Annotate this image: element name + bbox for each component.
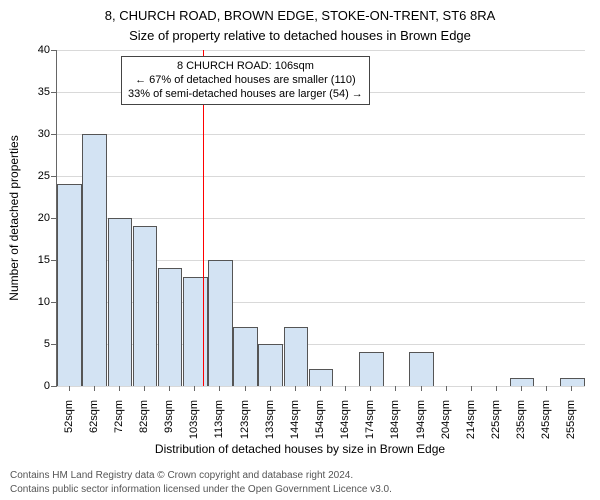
- x-tick: [571, 386, 572, 391]
- x-tick-label: 245sqm: [540, 400, 552, 450]
- histogram-bar: [258, 344, 283, 386]
- x-tick: [521, 386, 522, 391]
- histogram-bar: [183, 277, 208, 386]
- x-tick: [345, 386, 346, 391]
- callout-line1: 8 CHURCH ROAD: 106sqm: [128, 60, 363, 74]
- x-tick-label: 113sqm: [213, 400, 225, 450]
- x-tick: [395, 386, 396, 391]
- x-tick: [94, 386, 95, 391]
- x-tick-label: 82sqm: [138, 400, 150, 450]
- x-tick: [295, 386, 296, 391]
- x-tick-label: 214sqm: [465, 400, 477, 450]
- x-tick-label: 133sqm: [264, 400, 276, 450]
- grid-line: [57, 218, 585, 219]
- x-tick: [119, 386, 120, 391]
- x-tick-label: 144sqm: [289, 400, 301, 450]
- grid-line: [57, 176, 585, 177]
- y-tick: [51, 50, 56, 51]
- footer-line2: Contains public sector information licen…: [10, 484, 392, 495]
- y-tick-label: 30: [30, 128, 50, 140]
- y-tick: [51, 344, 56, 345]
- histogram-bar: [560, 378, 585, 386]
- x-tick-label: 123sqm: [239, 400, 251, 450]
- y-tick-label: 5: [30, 338, 50, 350]
- x-tick: [546, 386, 547, 391]
- x-tick-label: 154sqm: [314, 400, 326, 450]
- grid-line: [57, 386, 585, 387]
- x-tick-label: 103sqm: [188, 400, 200, 450]
- x-tick-label: 194sqm: [415, 400, 427, 450]
- x-tick-label: 72sqm: [113, 400, 125, 450]
- histogram-bar: [233, 327, 258, 386]
- y-tick: [51, 134, 56, 135]
- histogram-bar: [133, 226, 158, 386]
- chart-container: { "chart": { "type": "histogram", "title…: [0, 0, 600, 500]
- x-tick-label: 235sqm: [515, 400, 527, 450]
- footer-line1: Contains HM Land Registry data © Crown c…: [10, 470, 353, 481]
- y-tick-label: 20: [30, 212, 50, 224]
- y-tick: [51, 386, 56, 387]
- x-tick-label: 93sqm: [163, 400, 175, 450]
- grid-line: [57, 50, 585, 51]
- chart-title-line1: 8, CHURCH ROAD, BROWN EDGE, STOKE-ON-TRE…: [0, 8, 600, 23]
- y-tick: [51, 302, 56, 303]
- x-tick-label: 225sqm: [490, 400, 502, 450]
- x-tick: [421, 386, 422, 391]
- y-tick-label: 25: [30, 170, 50, 182]
- x-tick: [69, 386, 70, 391]
- x-tick: [169, 386, 170, 391]
- x-tick: [320, 386, 321, 391]
- x-tick-label: 255sqm: [565, 400, 577, 450]
- x-tick: [446, 386, 447, 391]
- histogram-bar: [57, 184, 82, 386]
- x-tick: [219, 386, 220, 391]
- callout-line2: ← 67% of detached houses are smaller (11…: [128, 74, 363, 88]
- grid-line: [57, 134, 585, 135]
- y-axis-label: Number of detached properties: [7, 135, 21, 300]
- histogram-bar: [409, 352, 434, 386]
- y-tick: [51, 92, 56, 93]
- chart-title-line2: Size of property relative to detached ho…: [0, 28, 600, 43]
- histogram-bar: [108, 218, 133, 386]
- x-tick-label: 204sqm: [440, 400, 452, 450]
- y-tick: [51, 218, 56, 219]
- x-tick: [144, 386, 145, 391]
- y-tick-label: 35: [30, 86, 50, 98]
- histogram-bar: [208, 260, 233, 386]
- x-tick: [194, 386, 195, 391]
- x-tick: [270, 386, 271, 391]
- callout-box: 8 CHURCH ROAD: 106sqm← 67% of detached h…: [121, 56, 370, 105]
- y-tick-label: 40: [30, 44, 50, 56]
- histogram-bar: [82, 134, 107, 386]
- y-tick-label: 10: [30, 296, 50, 308]
- histogram-bar: [284, 327, 309, 386]
- x-tick-label: 184sqm: [389, 400, 401, 450]
- histogram-bar: [158, 268, 183, 386]
- x-tick: [245, 386, 246, 391]
- x-tick: [496, 386, 497, 391]
- callout-line3: 33% of semi-detached houses are larger (…: [128, 88, 363, 102]
- histogram-bar: [359, 352, 384, 386]
- y-tick: [51, 176, 56, 177]
- y-tick-label: 15: [30, 254, 50, 266]
- y-tick-label: 0: [30, 380, 50, 392]
- histogram-bar: [510, 378, 535, 386]
- y-tick: [51, 260, 56, 261]
- x-tick: [471, 386, 472, 391]
- x-tick-label: 62sqm: [88, 400, 100, 450]
- x-tick-label: 164sqm: [339, 400, 351, 450]
- plot-area: 8 CHURCH ROAD: 106sqm← 67% of detached h…: [56, 50, 585, 387]
- histogram-bar: [309, 369, 334, 386]
- x-tick-label: 174sqm: [364, 400, 376, 450]
- x-tick: [370, 386, 371, 391]
- x-tick-label: 52sqm: [63, 400, 75, 450]
